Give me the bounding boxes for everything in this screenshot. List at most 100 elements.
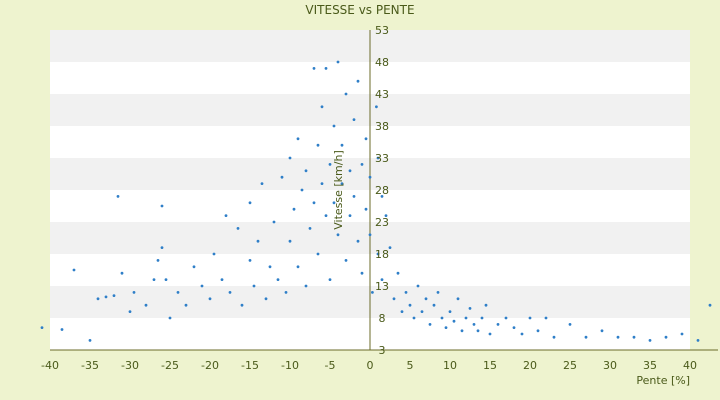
data-point <box>228 291 232 294</box>
data-point <box>240 303 244 307</box>
data-point <box>256 239 260 243</box>
data-point <box>320 105 324 109</box>
data-point <box>260 182 264 186</box>
data-point <box>332 124 336 128</box>
data-point <box>448 310 452 313</box>
data-point <box>420 310 424 313</box>
x-tick-label: 0 <box>367 359 374 372</box>
data-point <box>344 259 348 262</box>
y-tick-label: 43 <box>375 88 389 101</box>
x-tick-label: -25 <box>161 359 179 372</box>
data-point <box>464 316 468 320</box>
data-point <box>212 252 216 256</box>
data-point <box>616 335 620 339</box>
data-point <box>408 303 412 307</box>
x-tick-label: -10 <box>281 359 299 372</box>
data-point <box>248 201 252 205</box>
data-point <box>364 207 368 211</box>
data-point <box>160 204 164 208</box>
x-tick-label: 40 <box>683 359 697 372</box>
data-point <box>696 339 700 342</box>
x-axis-label: Pente [%] <box>636 374 690 387</box>
x-tick-label: 25 <box>563 359 577 372</box>
data-point <box>376 156 380 160</box>
data-point <box>248 259 252 262</box>
data-point <box>220 278 224 281</box>
data-point <box>512 326 516 329</box>
data-point <box>296 137 300 141</box>
data-point <box>440 316 444 320</box>
data-point <box>132 291 136 294</box>
data-point <box>504 316 508 320</box>
data-point <box>112 294 116 297</box>
data-point <box>88 339 92 342</box>
data-point <box>312 201 316 205</box>
data-point <box>452 319 456 323</box>
data-point <box>468 307 472 310</box>
data-point <box>184 303 188 307</box>
data-point <box>356 239 360 243</box>
y-tick-label: 48 <box>375 56 389 69</box>
data-point <box>436 291 440 294</box>
data-point <box>336 233 340 237</box>
data-point <box>388 246 392 250</box>
data-point <box>364 137 368 141</box>
data-point <box>528 316 532 320</box>
data-point <box>368 175 372 179</box>
data-point <box>284 291 288 294</box>
data-point <box>496 323 500 326</box>
y-tick-label: 33 <box>375 152 389 165</box>
data-point <box>412 316 416 320</box>
data-point <box>128 310 132 313</box>
data-point <box>584 335 588 339</box>
data-point <box>544 316 548 320</box>
y-tick-label: 13 <box>375 280 389 293</box>
data-point <box>60 328 64 331</box>
data-point <box>308 227 312 230</box>
data-point <box>156 259 160 262</box>
x-tick-label: 20 <box>523 359 537 372</box>
axes <box>50 30 718 351</box>
data-point <box>404 291 408 294</box>
data-point <box>680 332 684 336</box>
y-tick-label: 8 <box>379 312 386 325</box>
x-tick-label: 5 <box>407 359 414 372</box>
data-point <box>476 329 480 333</box>
y-tick-label: 18 <box>375 248 389 261</box>
data-point <box>392 297 396 301</box>
data-point <box>708 303 712 307</box>
data-point <box>276 278 280 281</box>
data-point <box>316 143 320 147</box>
x-tick-label: 35 <box>643 359 657 372</box>
data-point <box>268 265 272 269</box>
data-point <box>375 105 378 109</box>
data-point <box>352 118 356 121</box>
data-point <box>444 326 448 329</box>
data-point <box>360 163 364 166</box>
x-tick-label: -15 <box>241 359 259 372</box>
data-point <box>380 278 384 281</box>
data-point <box>328 278 332 281</box>
data-point <box>340 143 344 147</box>
data-point <box>460 329 464 333</box>
data-point <box>152 278 156 281</box>
data-point <box>320 182 324 186</box>
data-point <box>296 265 300 269</box>
data-point <box>376 252 380 256</box>
data-point <box>400 310 404 313</box>
data-point <box>200 284 204 288</box>
data-point <box>428 323 432 326</box>
data-point <box>344 92 348 96</box>
data-point <box>168 316 172 320</box>
x-tick-label: 10 <box>443 359 457 372</box>
chart-title: VITESSE vs PENTE <box>305 3 415 17</box>
data-point <box>600 329 604 333</box>
data-point <box>116 195 120 198</box>
data-point <box>192 265 196 269</box>
x-tick-label: -20 <box>201 359 219 372</box>
data-point <box>520 332 524 336</box>
data-points <box>40 60 712 342</box>
data-point <box>164 278 168 281</box>
